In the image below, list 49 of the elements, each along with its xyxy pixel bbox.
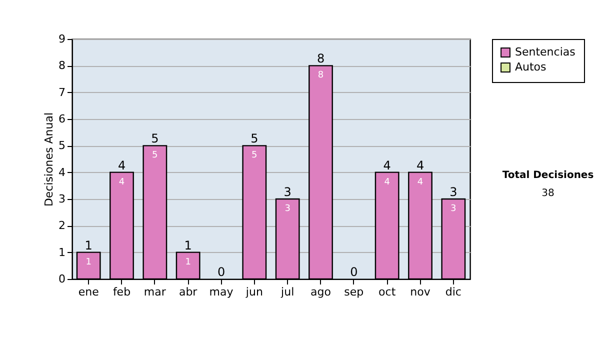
- total-label: 3: [450, 185, 458, 199]
- data-label: 3: [284, 204, 290, 214]
- data-label: 3: [450, 204, 456, 214]
- total-label: 4: [118, 158, 126, 172]
- x-tick-label: jun: [244, 286, 263, 298]
- legend-label: Sentencias: [515, 46, 576, 58]
- text: Total Decisiones: [501, 170, 595, 181]
- y-tick-label: 9: [58, 32, 66, 46]
- y-tick-label: 0: [58, 272, 66, 286]
- x-tick-label: feb: [112, 286, 131, 298]
- y-tick-label: 7: [58, 86, 66, 99]
- legend-label: Autos: [515, 60, 547, 74]
- total-label: 1: [184, 238, 192, 252]
- text: 38: [540, 188, 556, 199]
- total-label: 1: [84, 238, 92, 252]
- x-tick-label: ago: [310, 286, 332, 298]
- x-tick-label: dic: [445, 286, 462, 298]
- y-tick-label: 5: [58, 139, 66, 152]
- total-label: 0: [350, 265, 358, 279]
- x-tick-label: oct: [378, 286, 396, 298]
- data-label: 1: [185, 257, 191, 268]
- total-label: 4: [383, 158, 391, 172]
- data-label: 4: [417, 177, 424, 188]
- total-label: 5: [250, 132, 258, 146]
- total-label: 0: [217, 265, 226, 279]
- total-label: 5: [151, 132, 159, 146]
- data-label: 5: [152, 150, 158, 161]
- y-tick-label: 4: [58, 166, 66, 179]
- total-label: 3: [284, 185, 292, 199]
- x-tick-label: sep: [344, 286, 364, 298]
- y-tick-label: 1: [58, 246, 66, 259]
- y-tick-label: 2: [58, 219, 66, 232]
- data-label: 1: [86, 257, 92, 268]
- total-label: 4: [416, 158, 424, 172]
- x-tick-label: nov: [410, 286, 431, 298]
- x-tick-label: may: [209, 286, 234, 298]
- data-label: 5: [252, 150, 258, 161]
- data-label: 4: [384, 177, 390, 188]
- y-tick-label: 6: [58, 112, 66, 126]
- x-tick-label: abr: [178, 286, 198, 298]
- total-label: 8: [316, 52, 325, 66]
- x-tick-label: jul: [280, 286, 294, 298]
- y-tick-label: 3: [58, 192, 66, 206]
- data-label: 8: [318, 70, 324, 81]
- x-tick-label: ene: [78, 286, 100, 298]
- y-axis-title: Decisiones Anual: [42, 112, 56, 207]
- data-label: 4: [118, 177, 125, 188]
- x-tick-label: mar: [144, 286, 166, 298]
- y-tick-label: 8: [58, 59, 66, 72]
